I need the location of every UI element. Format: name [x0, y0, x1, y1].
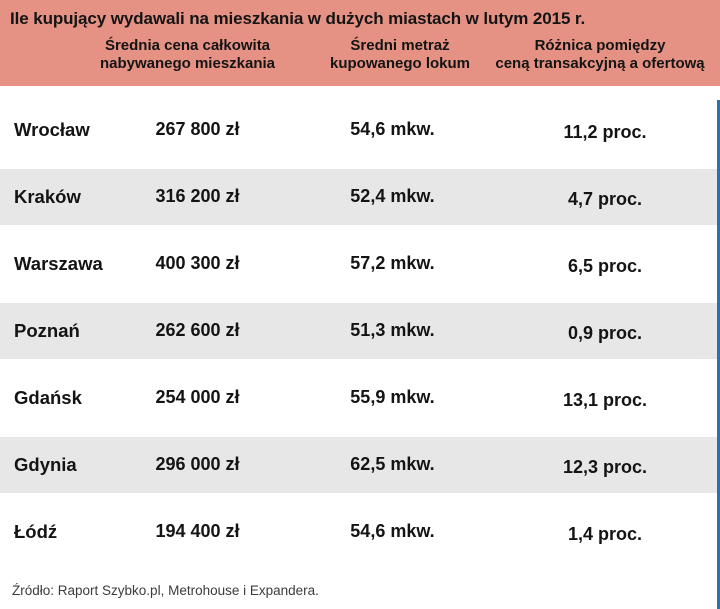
city-cell: Wrocław	[14, 118, 90, 140]
price-cell: 267 800 zł	[155, 119, 240, 140]
diff-cell: 13,1 proc.	[562, 390, 648, 411]
column-header-line: kupowanego lokum	[329, 55, 470, 73]
price-cell: 194 400 zł	[155, 521, 240, 542]
diff-cell: 0,9 proc.	[567, 323, 643, 344]
city-cell: Poznań	[14, 319, 80, 341]
column-header-line: nabywanego mieszkania	[99, 55, 276, 73]
column-headers-row: Średnia cena całkowita nabywanego mieszk…	[0, 37, 720, 74]
page-title: Ile kupujący wydawali na mieszkania w du…	[10, 9, 586, 28]
diff-cell: 6,5 proc.	[567, 256, 643, 277]
city-cell: Gdańsk	[14, 386, 82, 408]
table-row: Wrocław 267 800 zł 54,6 mkw. 11,2 proc.	[0, 102, 720, 158]
table-row: Warszawa 400 300 zł 57,2 mkw. 6,5 proc.	[0, 236, 720, 292]
diff-cell: 11,2 proc.	[563, 122, 647, 143]
table-row: Poznań 262 600 zł 51,3 mkw. 0,9 proc.	[0, 302, 720, 359]
price-cell: 400 300 zł	[155, 253, 240, 274]
area-cell: 52,4 mkw.	[350, 186, 435, 207]
area-cell: 57,2 mkw.	[350, 253, 435, 274]
column-header-line: Różnica pomiędzy	[534, 37, 666, 54]
city-cell: Łódź	[14, 520, 58, 542]
city-cell: Kraków	[14, 185, 81, 207]
area-cell: 54,6 mkw.	[350, 521, 435, 542]
column-header-area: Średni metraż kupowanego lokum	[320, 37, 480, 74]
column-header-line: Średni metraż	[350, 37, 450, 54]
diff-cell: 1,4 proc.	[567, 524, 643, 545]
table-header: Ile kupujący wydawali na mieszkania w du…	[0, 0, 720, 86]
table-row: Łódź 194 400 zł 54,6 mkw. 1,4 proc.	[0, 504, 720, 560]
area-cell: 54,6 mkw.	[350, 119, 435, 140]
right-edge-rule	[717, 100, 720, 609]
price-cell: 254 000 zł	[155, 387, 240, 408]
table-body: Wrocław 267 800 zł 54,6 mkw. 11,2 proc. …	[0, 102, 720, 560]
price-cell: 262 600 zł	[155, 320, 240, 341]
price-cell: 296 000 zł	[155, 454, 240, 475]
column-header-price: Średnia cena całkowita nabywanego mieszk…	[60, 37, 315, 74]
table-row: Kraków 316 200 zł 52,4 mkw. 4,7 proc.	[0, 168, 720, 225]
column-header-diff: Różnica pomiędzy ceną transakcyjną a ofe…	[480, 37, 720, 74]
diff-cell: 4,7 proc.	[567, 189, 643, 210]
city-cell: Warszawa	[14, 252, 103, 274]
table-row: Gdynia 296 000 zł 62,5 mkw. 12,3 proc.	[0, 436, 720, 493]
table-row: Gdańsk 254 000 zł 55,9 mkw. 13,1 proc.	[0, 370, 720, 426]
price-cell: 316 200 zł	[155, 186, 240, 207]
column-header-line: Średnia cena całkowita	[104, 37, 271, 54]
source-note: Źródło: Raport Szybko.pl, Metrohouse i E…	[12, 582, 319, 598]
area-cell: 62,5 mkw.	[350, 454, 435, 475]
area-cell: 51,3 mkw.	[350, 320, 435, 341]
area-cell: 55,9 mkw.	[350, 387, 435, 408]
column-header-line: ceną transakcyjną a ofertową	[495, 55, 705, 73]
city-cell: Gdynia	[14, 453, 77, 475]
diff-cell: 12,3 proc.	[562, 457, 648, 478]
